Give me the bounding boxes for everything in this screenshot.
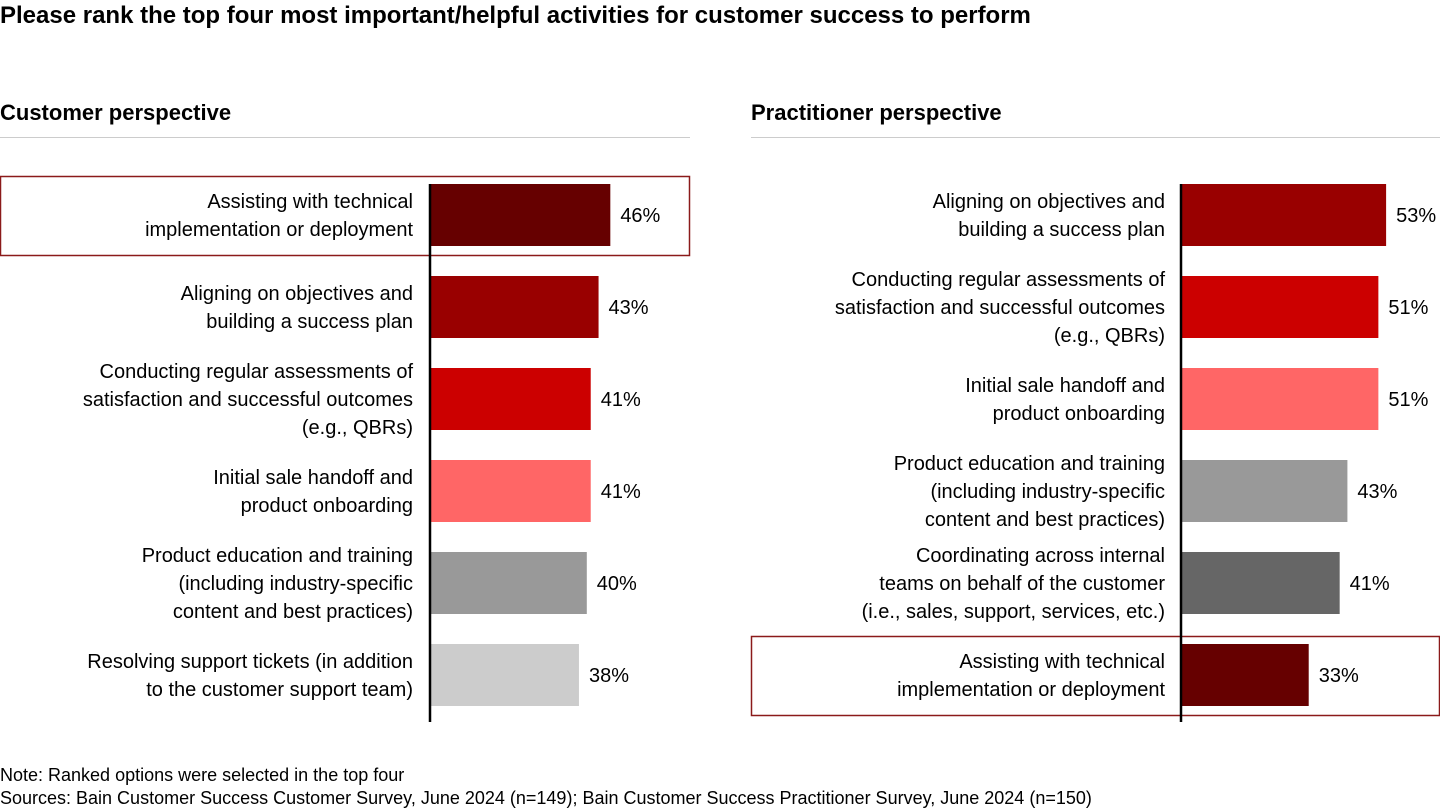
category-label: Product education and training [894,453,1165,475]
category-label: Assisting with technical [207,191,413,213]
category-label: product onboarding [993,403,1165,425]
category-label: Aligning on objectives and [933,191,1165,213]
value-label: 40% [597,573,637,595]
practitioner-perspective-panel: Practitioner perspective 53% Aligning on … [750,96,1440,726]
practitioner-bar-chart: 53% Aligning on objectives and building a … [750,184,1440,722]
bar [1181,552,1340,614]
value-label: 51% [1388,389,1428,411]
value-label: 38% [589,665,629,687]
category-label: Conducting regular assessments of [852,269,1166,291]
category-label: teams on behalf of the customer [879,573,1165,595]
bar [430,184,611,246]
category-label: content and best practices) [173,601,413,623]
category-label: Initial sale handoff and [213,467,413,489]
value-label: 41% [1350,573,1390,595]
customer-perspective-panel: Customer perspective 46% Assisting with t… [0,96,691,726]
category-label: (including industry-specific [178,573,413,595]
value-label: 53% [1396,205,1436,227]
value-label: 46% [620,205,660,227]
category-label: building a success plan [958,219,1165,241]
practitioner-perspective-title: Practitioner perspective [751,100,1002,125]
value-label: 51% [1388,297,1428,319]
category-label: (i.e., sales, support, services, etc.) [862,601,1165,623]
value-label: 33% [1319,665,1359,687]
category-label: content and best practices) [925,509,1165,531]
value-label: 41% [601,481,641,503]
sources: Sources: Bain Customer Success Customer … [0,788,1092,808]
bar [1181,184,1387,246]
footnote: Note: Ranked options were selected in th… [0,765,405,785]
category-label: building a success plan [206,311,413,333]
category-label: Assisting with technical [959,651,1165,673]
panel-divider [751,137,1440,138]
panel-divider [0,137,690,138]
bar [1181,276,1379,338]
bar [430,644,579,706]
bar [1181,644,1309,706]
highlight-box [0,175,691,257]
bar [1181,368,1379,430]
category-label: (e.g., QBRs) [302,417,413,439]
category-label: implementation or deployment [897,679,1165,701]
category-label: satisfaction and successful outcomes [83,389,413,411]
category-label: satisfaction and successful outcomes [835,297,1165,319]
customer-bar-chart: 46% Assisting with technical implementatio… [0,175,691,722]
category-label: Product education and training [142,545,413,567]
category-label: (e.g., QBRs) [1054,325,1165,347]
category-label: Initial sale handoff and [965,375,1165,397]
chart-title: Please rank the top four most important/… [0,2,1031,29]
bar [430,368,591,430]
customer-perspective-title: Customer perspective [0,100,232,125]
value-label: 41% [601,389,641,411]
bar [430,276,599,338]
category-label: Resolving support tickets (in addition [87,651,413,673]
bar [1181,460,1348,522]
category-label: to the customer support team) [146,679,413,701]
category-label: (including industry-specific [930,481,1165,503]
value-label: 43% [609,297,649,319]
category-label: Aligning on objectives and [181,283,413,305]
bar [430,460,591,522]
bar [430,552,587,614]
category-label: Conducting regular assessments of [100,361,414,383]
value-label: 43% [1357,481,1397,503]
category-label: implementation or deployment [145,219,413,241]
category-label: product onboarding [241,495,413,517]
category-label: Coordinating across internal [916,545,1165,567]
